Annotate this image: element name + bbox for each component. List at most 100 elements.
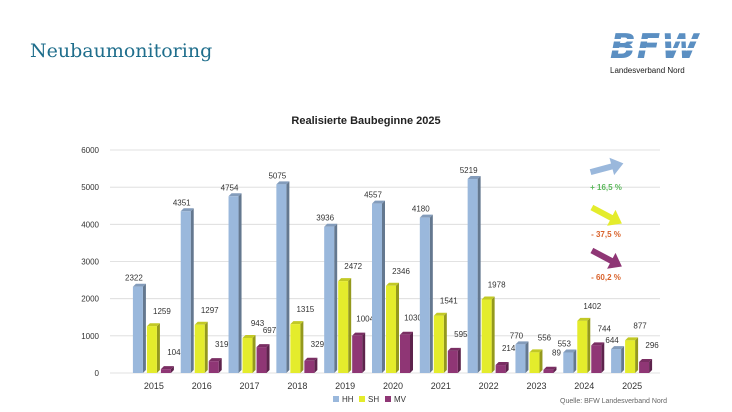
bar-side-sh xyxy=(587,317,591,373)
bar-top-sh xyxy=(625,337,639,341)
x-tick-label: 2017 xyxy=(240,381,260,391)
bar-top-sh xyxy=(481,296,495,300)
bar-side-sh xyxy=(156,323,160,373)
legend-swatch-sh xyxy=(359,396,365,402)
x-tick-label: 2024 xyxy=(574,381,594,391)
bar-top-hh xyxy=(228,193,242,197)
bar-top-mv xyxy=(256,344,270,348)
data-label-hh: 553 xyxy=(558,339,572,348)
bar-top-sh xyxy=(338,278,352,282)
y-tick-label: 4000 xyxy=(81,220,99,229)
bar-side-hh xyxy=(382,200,385,373)
legend-label-sh: SH xyxy=(368,395,379,404)
bar-side-mv xyxy=(218,358,222,373)
legend-label-mv: MV xyxy=(394,395,407,404)
bar-side-mv xyxy=(505,362,509,373)
bar-mv xyxy=(352,335,363,373)
trend-arrow-mv xyxy=(590,247,622,269)
bar-side-mv xyxy=(410,331,413,373)
data-label-sh: 877 xyxy=(633,321,647,330)
source-note: Quelle: BFW Landesverband Nord xyxy=(560,398,667,405)
data-label-sh: 2472 xyxy=(344,262,362,271)
trend-arrow-hh xyxy=(589,157,624,176)
bar-top-sh xyxy=(194,321,208,325)
data-label-sh: 1541 xyxy=(440,297,458,306)
x-tick-label: 2021 xyxy=(431,381,451,391)
bar-side-hh xyxy=(525,341,529,373)
bar-top-hh xyxy=(372,200,385,204)
bar-hh xyxy=(419,217,430,373)
bar-hh xyxy=(611,349,622,373)
data-label-mv: 329 xyxy=(311,340,325,349)
legend-swatch-mv xyxy=(385,396,391,402)
bar-side-sh xyxy=(396,282,399,373)
bar-mv xyxy=(304,360,315,373)
data-label-hh: 644 xyxy=(605,336,619,345)
bar-side-mv xyxy=(649,358,653,373)
bar-top-mv xyxy=(352,332,366,336)
bar-sh xyxy=(625,340,636,373)
bar-top-sh xyxy=(290,321,304,325)
bar-hh xyxy=(372,203,382,373)
data-label-sh: 556 xyxy=(538,333,552,342)
bar-top-hh xyxy=(180,208,194,212)
bar-side-mv xyxy=(170,366,174,373)
bar-sh xyxy=(529,352,540,373)
bar-top-mv xyxy=(591,342,605,346)
bar-side-sh xyxy=(539,349,543,373)
bar-mv xyxy=(495,365,506,373)
data-label-sh: 1978 xyxy=(488,280,506,289)
data-label-sh: 2346 xyxy=(392,267,410,276)
bar-side-hh xyxy=(477,176,481,373)
data-label-mv: 744 xyxy=(598,324,612,333)
data-label-hh: 3936 xyxy=(316,214,334,223)
bar-top-sh xyxy=(529,349,543,353)
data-label-hh: 4351 xyxy=(173,198,191,207)
chart-title: Realisierte Baubeginne 2025 xyxy=(291,115,440,127)
bar-side-hh xyxy=(286,181,290,373)
bar-top-sh xyxy=(146,323,160,327)
data-label-mv: 1030 xyxy=(404,314,422,323)
data-label-hh: 5075 xyxy=(268,171,286,180)
bar-top-mv xyxy=(304,357,318,361)
x-tick-label: 2023 xyxy=(526,381,546,391)
bar-top-mv xyxy=(447,347,461,351)
bar-hh xyxy=(563,352,574,373)
bar-side-hh xyxy=(429,214,433,373)
x-tick-label: 2025 xyxy=(622,381,642,391)
bar-mv xyxy=(447,350,458,373)
bar-sh xyxy=(290,324,301,373)
bar-sh xyxy=(481,299,492,373)
bar-side-mv xyxy=(314,357,318,373)
bar-hh xyxy=(276,184,287,373)
legend-label-hh: HH xyxy=(342,395,354,404)
data-label-mv: 214 xyxy=(502,344,516,353)
bar-top-mv xyxy=(543,366,557,370)
bar-sh xyxy=(386,285,396,373)
data-label-mv: 595 xyxy=(454,330,468,339)
bar-side-hh xyxy=(573,349,577,373)
logo-subtitle: Landesverband Nord xyxy=(610,66,685,75)
data-label-mv: 296 xyxy=(645,341,659,350)
data-label-mv: 319 xyxy=(215,340,229,349)
data-label-sh: 1297 xyxy=(201,306,219,315)
bar-side-hh xyxy=(238,193,242,373)
bar-top-hh xyxy=(515,341,529,345)
data-label-hh: 4557 xyxy=(364,191,382,200)
bar-top-mv xyxy=(160,366,174,370)
y-tick-label: 1000 xyxy=(81,332,99,341)
bar-hh xyxy=(324,226,335,373)
bar-hh xyxy=(515,344,526,373)
bar-sh xyxy=(194,324,205,373)
y-tick-label: 0 xyxy=(95,369,100,378)
bar-top-sh xyxy=(577,317,591,321)
bar-side-mv xyxy=(601,342,605,373)
bar-side-sh xyxy=(300,321,304,373)
bar-mv xyxy=(208,361,219,373)
bar-side-sh xyxy=(252,334,256,373)
legend-swatch-hh xyxy=(333,396,339,402)
bar-side-mv xyxy=(266,344,270,373)
bar-mv xyxy=(160,369,171,373)
bar-hh xyxy=(228,196,239,373)
bar-sh xyxy=(577,320,588,373)
